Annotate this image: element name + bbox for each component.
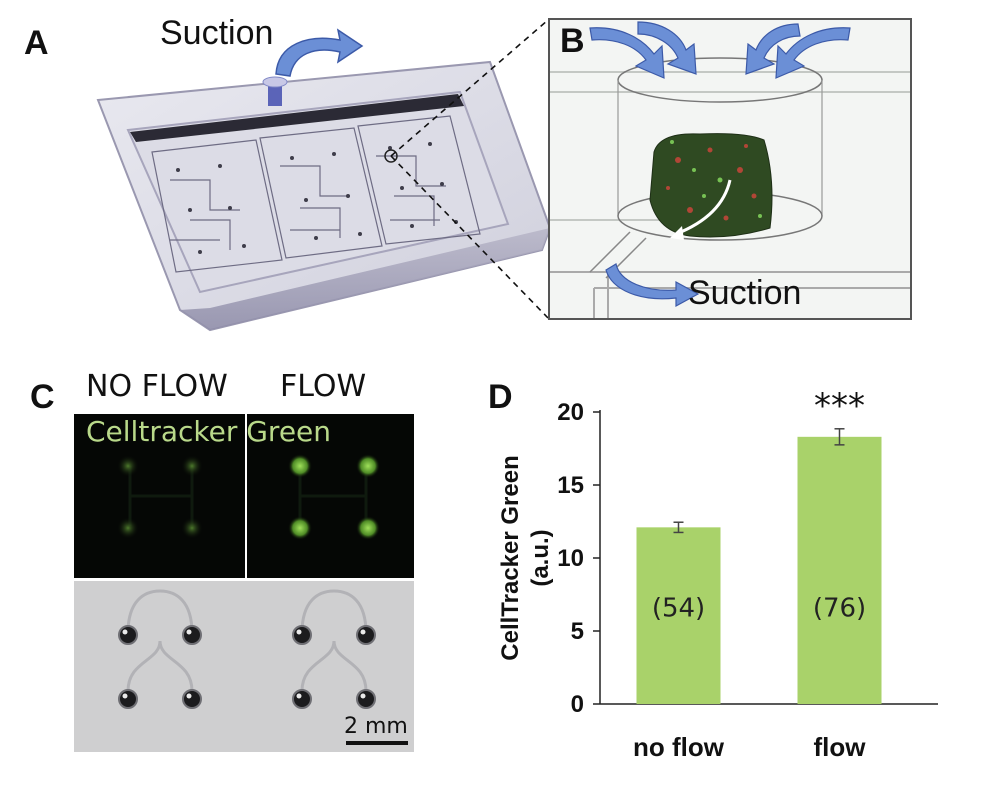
y-tick-label: 15 [557, 472, 584, 499]
stain-label: Celltracker Green [86, 415, 332, 448]
device-photo [96, 60, 552, 332]
col-label-flow: FLOW [280, 369, 367, 404]
col-label-no-flow: NO FLOW [86, 369, 228, 404]
y-tick-label: 10 [557, 545, 584, 572]
image-row-divider [74, 578, 414, 581]
x-category-label: no flow [633, 732, 725, 762]
bar-flow [797, 436, 882, 704]
scale-bar [346, 741, 408, 745]
panel-b-suction-label: Suction [688, 274, 802, 312]
brightfield-wells [118, 589, 376, 709]
bar-n-label: (54) [652, 593, 705, 623]
panel-c-letter: C [30, 378, 55, 416]
well-schematic [550, 21, 910, 318]
y-tick-label: 5 [571, 618, 584, 645]
scale-bar-label: 2 mm [344, 714, 408, 739]
x-category-label: flow [814, 732, 867, 762]
panel-a-letter: A [24, 24, 49, 62]
suction-arrow-icon [275, 28, 364, 77]
bar-n-label: (76) [813, 593, 866, 623]
bar-chart: 0 5 10 15 20 CellTracker Green (a.u.) (54) no fl… [497, 386, 938, 762]
fluorescence-spots [117, 454, 380, 540]
panel-b-letter: B [560, 22, 585, 60]
y-tick-label: 20 [557, 399, 584, 426]
panel-a-suction-label: Suction [160, 14, 274, 52]
significance-label: *** [814, 386, 865, 426]
y-tick-label: 0 [571, 691, 584, 718]
panel-d-letter: D [488, 378, 513, 416]
bar-no-flow [636, 527, 721, 704]
y-axis-label: CellTracker Green (a.u.) [497, 455, 554, 660]
